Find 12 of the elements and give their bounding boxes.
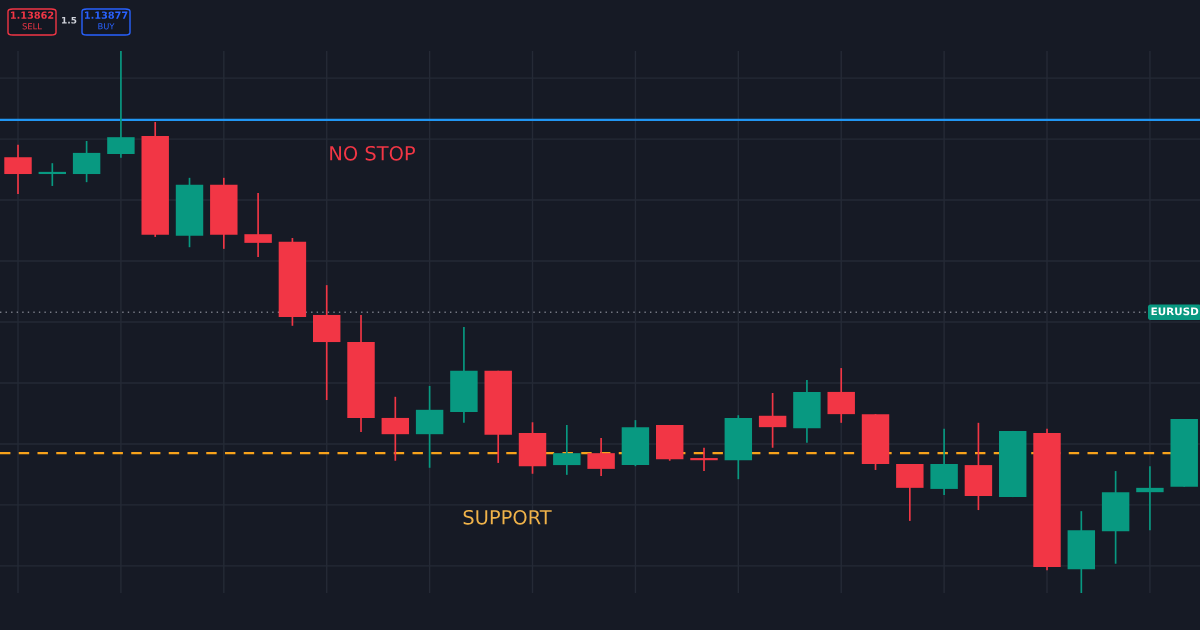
text: 1.13862 xyxy=(10,11,54,19)
candlestick xyxy=(1136,465,1164,531)
text: SELL xyxy=(22,23,42,30)
candlestick xyxy=(690,446,718,472)
annotation: SUPPORT xyxy=(463,509,552,525)
text: BUY xyxy=(98,23,115,30)
text: 1.5 xyxy=(62,16,77,24)
text: 1.13877 xyxy=(84,11,128,19)
ref-line-label: EURUSD xyxy=(1151,307,1199,316)
candlestick xyxy=(38,162,67,187)
annotation: NO STOP xyxy=(330,145,415,161)
candlestick xyxy=(244,192,272,258)
